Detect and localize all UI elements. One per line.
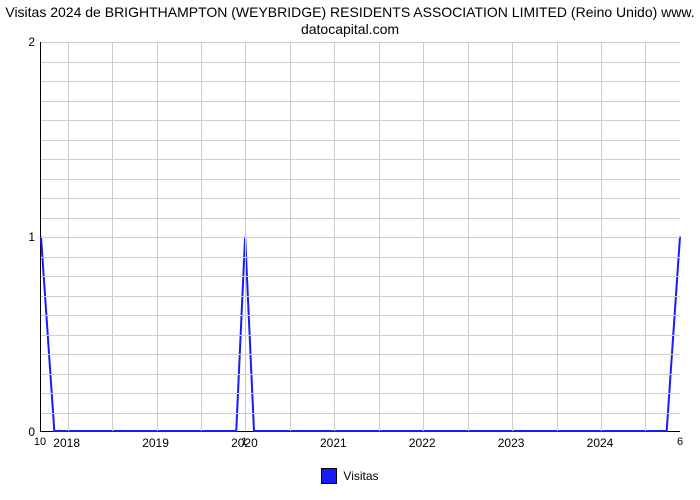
legend-label: Visitas <box>343 469 378 483</box>
gridline-h <box>41 237 680 238</box>
x-tick-label: 2023 <box>498 436 525 450</box>
y-tick-label: 1 <box>28 230 35 244</box>
gridline-h <box>41 393 680 394</box>
data-label: 10 <box>34 436 46 448</box>
gridline-h <box>41 198 680 199</box>
gridline-h <box>41 413 680 414</box>
gridline-h <box>41 315 680 316</box>
gridline-h <box>41 257 680 258</box>
gridline-h <box>41 140 680 141</box>
gridline-h <box>41 296 680 297</box>
gridline-h <box>41 42 680 43</box>
data-label: 1 <box>241 436 247 448</box>
legend-swatch <box>321 468 337 484</box>
x-tick-label: 2018 <box>53 436 80 450</box>
gridline-h <box>41 218 680 219</box>
gridline-h <box>41 335 680 336</box>
plot-area <box>40 42 680 432</box>
gridline-h <box>41 159 680 160</box>
gridline-h <box>41 120 680 121</box>
x-tick-label: 2022 <box>409 436 436 450</box>
gridline-h <box>41 179 680 180</box>
chart-title-line1: Visitas 2024 de BRIGHTHAMPTON (WEYBRIDGE… <box>5 4 694 20</box>
gridline-h <box>41 276 680 277</box>
y-tick-label: 2 <box>28 35 35 49</box>
x-tick-label: 2019 <box>142 436 169 450</box>
gridline-h <box>41 354 680 355</box>
x-tick-label: 2021 <box>320 436 347 450</box>
chart-title-line2: datocapital.com <box>301 21 399 37</box>
chart-title: Visitas 2024 de BRIGHTHAMPTON (WEYBRIDGE… <box>0 4 700 38</box>
data-label: 6 <box>677 436 683 448</box>
gridline-h <box>41 62 680 63</box>
gridline-h <box>41 374 680 375</box>
legend-item-visitas: Visitas <box>321 468 378 484</box>
gridline-h <box>41 101 680 102</box>
gridline-h <box>41 81 680 82</box>
legend: Visitas <box>0 468 700 489</box>
x-tick-label: 2024 <box>587 436 614 450</box>
